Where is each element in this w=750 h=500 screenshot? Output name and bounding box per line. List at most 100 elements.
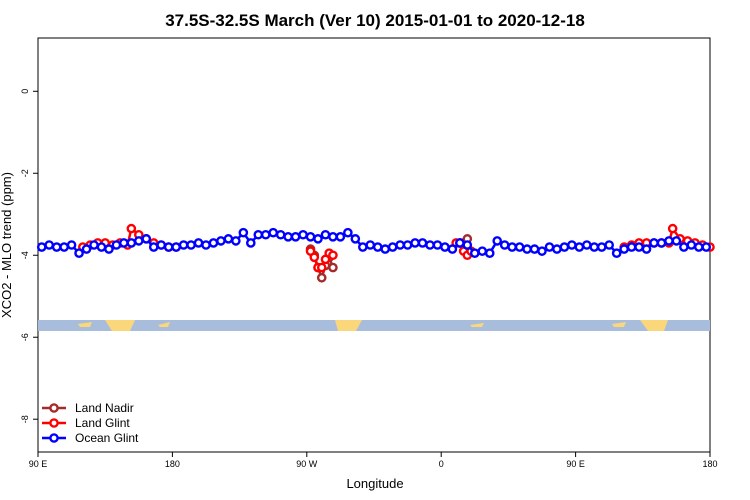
data-point [51, 242, 62, 252]
data-point [634, 242, 644, 252]
data-point [186, 240, 196, 250]
y-tick-label: -4 [20, 251, 30, 259]
data-point [208, 238, 219, 248]
legend-marker [49, 433, 59, 443]
data-point [387, 242, 398, 252]
x-tick-label: 90 E [29, 459, 48, 469]
data-point [410, 238, 420, 248]
legend-label: Land Glint [75, 416, 130, 430]
map-landmass [335, 320, 362, 331]
map-landmass [612, 322, 626, 327]
data-point [417, 238, 428, 248]
legend-marker [49, 418, 59, 428]
data-point [611, 248, 622, 258]
data-point [253, 229, 264, 240]
data-point [492, 236, 503, 246]
data-point [365, 240, 376, 250]
data-point [686, 240, 697, 250]
data-point [499, 240, 510, 250]
data-point [671, 236, 682, 246]
data-point [522, 244, 532, 254]
x-tick-label: 0 [439, 459, 444, 469]
data-point [178, 240, 189, 250]
data-point [350, 234, 361, 244]
map-landmass [158, 322, 170, 327]
data-point [44, 240, 55, 250]
y-tick-label: -2 [20, 169, 30, 177]
data-point [193, 238, 204, 248]
data-point [694, 242, 704, 252]
data-point [89, 240, 99, 250]
data-point [201, 240, 211, 250]
map-landmass [105, 320, 135, 331]
data-point [537, 246, 547, 256]
data-point [335, 232, 346, 242]
data-point [582, 240, 592, 250]
data-point [402, 240, 413, 250]
x-axis-label: Longitude [346, 476, 403, 491]
data-point [641, 244, 652, 254]
y-axis: 0 -2 -4 -6 -8 [20, 89, 38, 423]
data-point [664, 236, 674, 246]
data-point [455, 238, 465, 248]
data-point [231, 236, 241, 246]
data-point [667, 223, 678, 234]
data-point [484, 248, 495, 258]
data-point [619, 244, 629, 254]
data-point [275, 229, 286, 240]
data-point [66, 240, 77, 250]
chart-title: 37.5S-32.5S March (Ver 10) 2015-01-01 to… [165, 11, 585, 30]
data-point [313, 234, 323, 244]
data-point [380, 244, 391, 254]
data-point [559, 242, 570, 252]
data-point [469, 248, 480, 258]
data-point [290, 232, 301, 242]
data-point [156, 240, 166, 250]
data-point [104, 244, 114, 254]
data-point [477, 246, 488, 256]
data-point [544, 242, 555, 252]
map-landmass [470, 323, 484, 327]
data-point [529, 244, 540, 254]
data-point [328, 262, 338, 273]
data-point [649, 238, 659, 248]
data-point [328, 232, 338, 242]
data-point [574, 242, 585, 252]
x-tick-label: 90 E [566, 459, 585, 469]
data-point [357, 242, 368, 252]
data-point [316, 262, 327, 273]
data-point [604, 240, 615, 250]
data-point [216, 236, 226, 246]
data-point [432, 240, 443, 250]
data-point [701, 242, 712, 252]
data-point [283, 232, 293, 242]
data-point [567, 240, 577, 250]
data-point [440, 242, 450, 252]
series-layer [36, 223, 715, 283]
x-tick-label: 180 [702, 459, 717, 469]
legend-label: Land Nadir [75, 401, 134, 415]
data-point [111, 240, 122, 250]
y-axis-label: XCO2 - MLO trend (ppm) [0, 172, 14, 318]
data-point [268, 227, 279, 238]
data-point [238, 227, 249, 238]
data-point [260, 229, 271, 240]
data-point [96, 242, 107, 252]
data-point [223, 234, 234, 244]
data-point [245, 238, 256, 248]
map-landmass [640, 320, 668, 331]
data-point [656, 238, 667, 248]
world-map-strip [38, 320, 710, 331]
data-point [425, 240, 435, 250]
data-point [309, 252, 320, 263]
data-point [148, 242, 159, 252]
data-point [462, 240, 473, 250]
y-tick-label: -8 [20, 415, 30, 423]
x-axis: 90 E 180 90 W 0 90 E 180 [29, 452, 718, 469]
series-ocean-glint [36, 227, 712, 258]
data-point [372, 242, 383, 252]
map-ocean-band [38, 320, 710, 331]
data-point [133, 236, 144, 246]
data-point [507, 242, 517, 252]
